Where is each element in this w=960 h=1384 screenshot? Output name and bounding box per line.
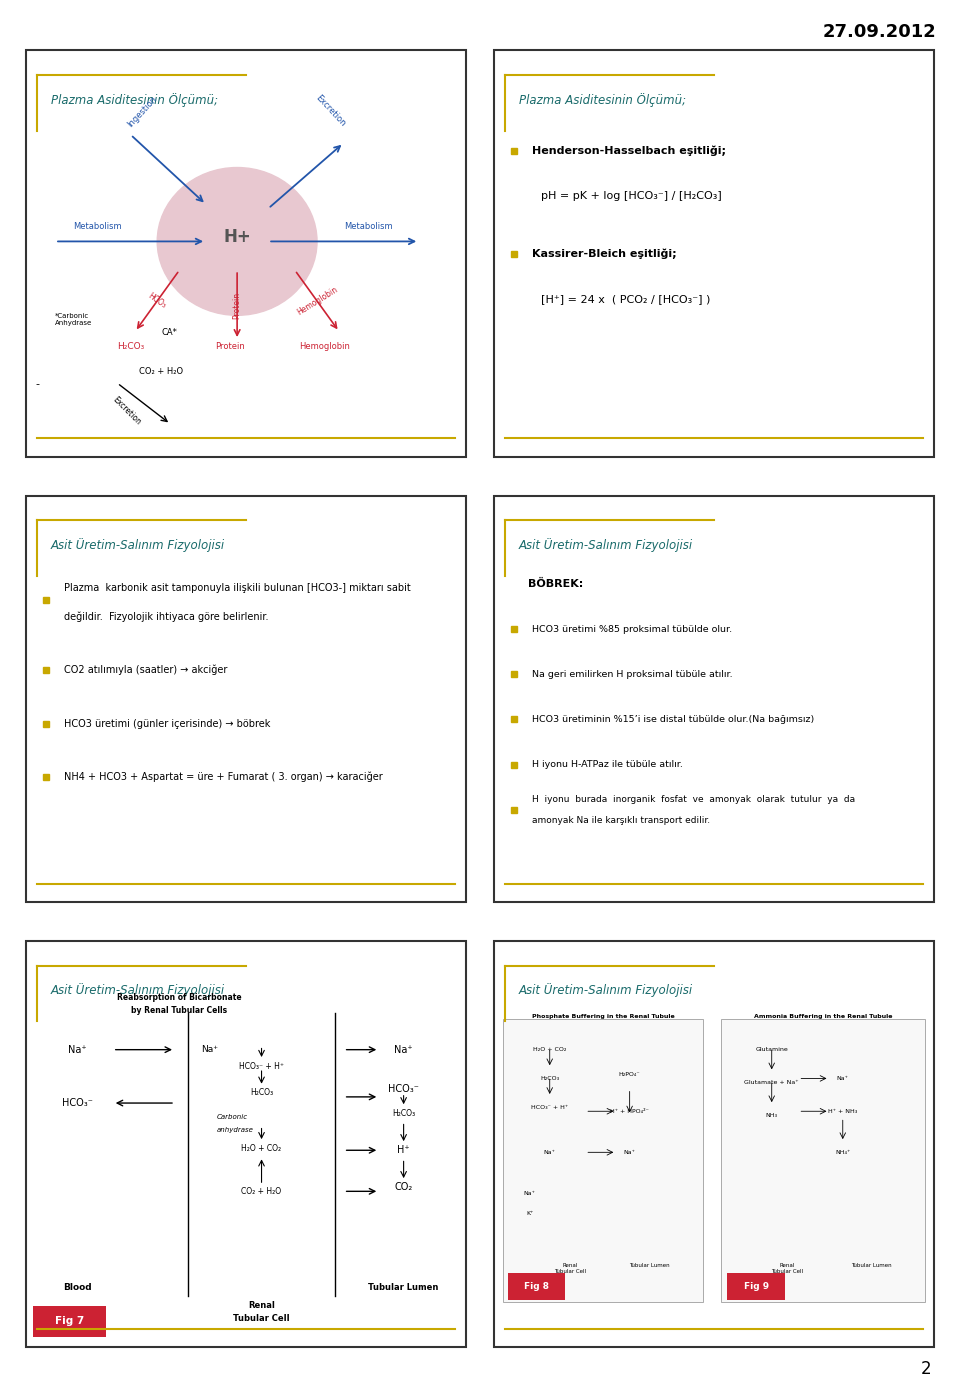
Text: Na⁺: Na⁺ [524, 1190, 536, 1196]
Text: Na⁺: Na⁺ [624, 1150, 636, 1154]
Text: Asit Üretim-Salınım Fizyolojisi: Asit Üretim-Salınım Fizyolojisi [51, 983, 225, 996]
Text: Na⁺: Na⁺ [202, 1045, 219, 1055]
Text: Asit Üretim-Salınım Fizyolojisi: Asit Üretim-Salınım Fizyolojisi [518, 983, 693, 996]
Text: Tubular Lumen: Tubular Lumen [630, 1264, 670, 1268]
Text: HCO₃⁻ + H⁺: HCO₃⁻ + H⁺ [531, 1104, 568, 1110]
Text: Tubular Lumen: Tubular Lumen [852, 1264, 892, 1268]
Text: Fig 8: Fig 8 [524, 1283, 549, 1291]
Text: amonyak Na ile karşıklı transport edilir.: amonyak Na ile karşıklı transport edilir… [532, 815, 710, 825]
Text: Na⁺: Na⁺ [395, 1045, 413, 1055]
FancyBboxPatch shape [26, 495, 466, 902]
Text: Excretion: Excretion [314, 94, 348, 129]
Text: Henderson-Hasselbach eşitliği;: Henderson-Hasselbach eşitliği; [532, 145, 726, 156]
Text: Carbonic: Carbonic [217, 1114, 249, 1121]
Text: BÖBREK:: BÖBREK: [528, 579, 583, 590]
Text: Reabsorption of Bicarbonate: Reabsorption of Bicarbonate [117, 994, 242, 1002]
Text: H₂O + CO₂: H₂O + CO₂ [533, 1048, 566, 1052]
Text: Asit Üretim-Salınım Fizyolojisi: Asit Üretim-Salınım Fizyolojisi [518, 538, 693, 552]
Text: H iyonu H-ATPaz ile tübüle atılır.: H iyonu H-ATPaz ile tübüle atılır. [532, 760, 683, 770]
FancyBboxPatch shape [26, 941, 466, 1348]
FancyBboxPatch shape [494, 495, 934, 902]
Text: H₂CO₃: H₂CO₃ [392, 1109, 415, 1118]
Text: Renal: Renal [248, 1301, 275, 1311]
Text: Plazma Asiditesinin Ölçümü;: Plazma Asiditesinin Ölçümü; [51, 93, 218, 107]
FancyBboxPatch shape [26, 50, 466, 457]
Text: Na⁺: Na⁺ [837, 1075, 849, 1081]
FancyBboxPatch shape [728, 1273, 785, 1300]
Text: H₂CO₃: H₂CO₃ [117, 342, 145, 352]
FancyBboxPatch shape [494, 941, 934, 1348]
Text: Tubular Lumen: Tubular Lumen [369, 1283, 439, 1291]
Text: HCO3 üretimi %85 proksimal tübülde olur.: HCO3 üretimi %85 proksimal tübülde olur. [532, 624, 732, 634]
Text: Na geri emilirken H proksimal tübüle atılır.: Na geri emilirken H proksimal tübüle atı… [532, 670, 732, 678]
Text: -: - [36, 379, 39, 389]
FancyBboxPatch shape [721, 1019, 924, 1302]
Text: anhydrase: anhydrase [217, 1127, 254, 1132]
FancyBboxPatch shape [508, 1273, 565, 1300]
Text: HCO₃⁻: HCO₃⁻ [61, 1098, 93, 1109]
Text: HCO3 üretiminin %15’i ise distal tübülde olur.(Na bağımsız): HCO3 üretiminin %15’i ise distal tübülde… [532, 716, 814, 724]
Text: HCO₃⁻ + H⁺: HCO₃⁻ + H⁺ [239, 1062, 284, 1071]
Text: Kassirer-Bleich eşitliği;: Kassirer-Bleich eşitliği; [532, 249, 677, 259]
Text: Metabolism: Metabolism [344, 223, 393, 231]
Text: Tubular Cell: Tubular Cell [233, 1313, 290, 1323]
Text: NH₃: NH₃ [766, 1113, 778, 1118]
Text: H₂CO₃: H₂CO₃ [540, 1075, 560, 1081]
Text: NH₄⁺: NH₄⁺ [835, 1150, 851, 1154]
Text: CO₂ + H₂O: CO₂ + H₂O [139, 367, 183, 375]
FancyBboxPatch shape [494, 50, 934, 457]
Text: CA*: CA* [161, 328, 178, 336]
Text: 2: 2 [921, 1359, 931, 1378]
Text: Plazma  karbonik asit tamponuyla ilişkili bulunan [HCO3-] miktarı sabit: Plazma karbonik asit tamponuyla ilişkili… [64, 583, 411, 594]
Text: Protein: Protein [232, 292, 242, 318]
Text: K⁺: K⁺ [526, 1211, 534, 1217]
FancyBboxPatch shape [503, 1019, 703, 1302]
Text: Ingestion: Ingestion [125, 94, 158, 129]
Text: H⁺ + NH₃: H⁺ + NH₃ [828, 1109, 857, 1114]
Text: H+: H+ [224, 228, 251, 246]
Text: [H⁺] = 24 x  ( PCO₂ / [HCO₃⁻] ): [H⁺] = 24 x ( PCO₂ / [HCO₃⁻] ) [540, 293, 710, 304]
Text: CO₂: CO₂ [395, 1182, 413, 1192]
Text: değildir.  Fizyolojik ihtiyaca göre belirlenir.: değildir. Fizyolojik ihtiyaca göre belir… [64, 612, 269, 621]
Text: Hemoglobin: Hemoglobin [295, 285, 339, 317]
Text: Na⁺: Na⁺ [543, 1150, 556, 1154]
Text: Excretion: Excretion [110, 396, 142, 428]
Text: HCO₃⁻: HCO₃⁻ [388, 1084, 420, 1093]
Text: Fig 9: Fig 9 [744, 1283, 769, 1291]
Text: H⁺ + HPO₄²⁻: H⁺ + HPO₄²⁻ [611, 1109, 649, 1114]
Text: Ammonia Buffering in the Renal Tubule: Ammonia Buffering in the Renal Tubule [754, 1014, 892, 1020]
Text: Renal
Tubular Cell: Renal Tubular Cell [771, 1264, 804, 1275]
Text: Glutamine: Glutamine [756, 1048, 788, 1052]
Text: Metabolism: Metabolism [73, 223, 122, 231]
Text: H₂PO₄⁻: H₂PO₄⁻ [619, 1071, 640, 1077]
Text: Blood: Blood [63, 1283, 91, 1291]
Text: H₂CO₃: H₂CO₃ [250, 1088, 273, 1098]
Text: Plazma Asiditesinin Ölçümü;: Plazma Asiditesinin Ölçümü; [518, 93, 685, 107]
Text: HCO₃: HCO₃ [147, 292, 168, 310]
Text: *Carbonic
Anhydrase: *Carbonic Anhydrase [55, 313, 92, 327]
Text: Renal
Tubular Cell: Renal Tubular Cell [554, 1264, 586, 1275]
Text: NH4 + HCO3 + Aspartat = üre + Fumarat ( 3. organ) → karaciğer: NH4 + HCO3 + Aspartat = üre + Fumarat ( … [64, 772, 383, 782]
Text: Phosphate Buffering in the Renal Tubule: Phosphate Buffering in the Renal Tubule [532, 1014, 674, 1020]
Text: Protein: Protein [215, 342, 245, 352]
Text: Na⁺: Na⁺ [68, 1045, 86, 1055]
Text: by Renal Tubular Cells: by Renal Tubular Cells [132, 1006, 228, 1014]
Circle shape [157, 167, 317, 316]
Text: Glutamate + Na⁺: Glutamate + Na⁺ [744, 1080, 799, 1085]
Text: HCO3 üretimi (günler içerisinde) → böbrek: HCO3 üretimi (günler içerisinde) → böbre… [64, 718, 271, 728]
Text: pH = pK + log [HCO₃⁻] / [H₂CO₃]: pH = pK + log [HCO₃⁻] / [H₂CO₃] [540, 191, 722, 201]
FancyBboxPatch shape [33, 1306, 107, 1337]
Text: CO2 atılımıyla (saatler) → akciğer: CO2 atılımıyla (saatler) → akciğer [64, 664, 228, 675]
Text: H⁺: H⁺ [397, 1146, 410, 1156]
Text: Asit Üretim-Salınım Fizyolojisi: Asit Üretim-Salınım Fizyolojisi [51, 538, 225, 552]
Text: Hemoglobin: Hemoglobin [300, 342, 350, 352]
Text: H  iyonu  burada  inorganik  fosfat  ve  amonyak  olarak  tutulur  ya  da: H iyonu burada inorganik fosfat ve amony… [532, 794, 855, 804]
Text: Fig 7: Fig 7 [55, 1316, 84, 1326]
Text: 27.09.2012: 27.09.2012 [823, 22, 936, 42]
Text: H₂O + CO₂: H₂O + CO₂ [242, 1143, 281, 1153]
Text: CO₂ + H₂O: CO₂ + H₂O [242, 1187, 281, 1196]
